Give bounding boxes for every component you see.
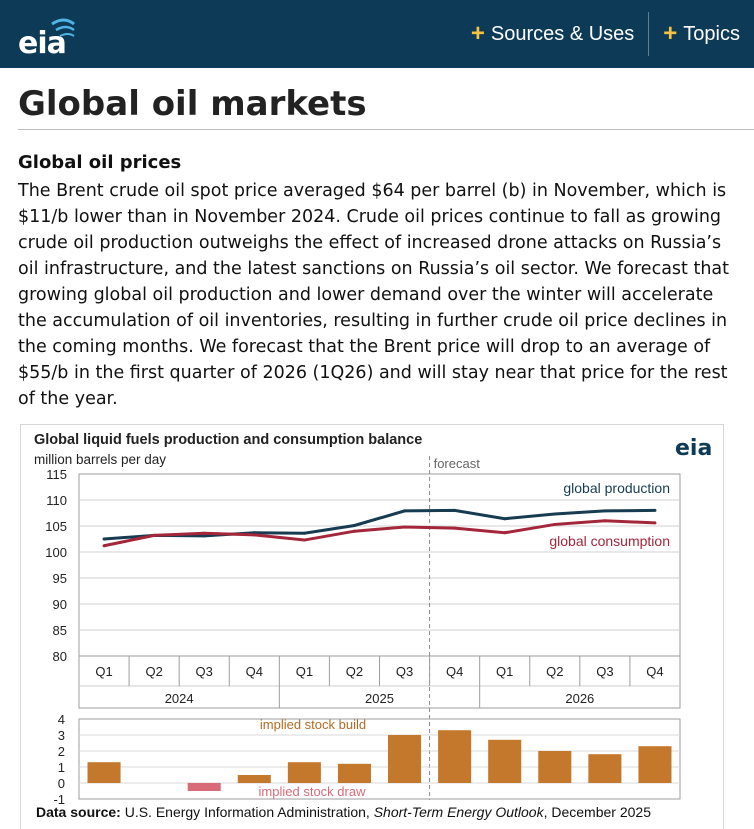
chart-title: Global liquid fuels production and consu… xyxy=(34,432,423,448)
bar-y-tick-label: 0 xyxy=(58,776,65,791)
consumption-point xyxy=(453,526,457,530)
production-point xyxy=(403,509,407,513)
y-tick-label: 80 xyxy=(53,649,67,664)
nav-topics[interactable]: + Topics xyxy=(648,12,754,56)
source-date: , December 2025 xyxy=(543,804,651,820)
nav-topics-label: Topics xyxy=(683,22,740,45)
year-label: 2026 xyxy=(565,691,594,706)
stock-build-annotation: implied stock build xyxy=(260,717,366,732)
forecast-label: forecast xyxy=(434,456,481,471)
bar-plot-area xyxy=(78,718,681,800)
year-label: 2025 xyxy=(365,691,394,706)
x-tick-label: Q3 xyxy=(596,664,613,679)
consumption-point xyxy=(202,531,206,535)
production-point xyxy=(302,531,306,535)
consumption-point xyxy=(553,522,557,526)
stock-build-bar xyxy=(488,739,522,783)
production-point xyxy=(453,508,457,512)
stock-draw-bar xyxy=(187,783,221,791)
x-tick-label: Q2 xyxy=(145,664,162,679)
nav-sources-uses[interactable]: + Sources & Uses xyxy=(457,12,648,56)
eia-logo[interactable]: eia xyxy=(16,10,78,61)
y-tick-label: 95 xyxy=(53,571,67,586)
bar-y-tick-label: 2 xyxy=(58,744,65,759)
top-navigation-bar: eia + Sources & Uses + Topics xyxy=(0,0,754,68)
source-publication: Short-Term Energy Outlook xyxy=(373,804,544,820)
page-title: Global oil markets xyxy=(18,84,367,124)
consumption-point xyxy=(152,533,156,537)
production-line xyxy=(103,508,655,541)
production-point xyxy=(352,523,356,527)
plus-icon: + xyxy=(663,20,678,47)
stock-build-bar xyxy=(337,763,371,783)
production-point xyxy=(202,534,206,538)
stock-build-bar xyxy=(638,746,672,783)
stock-draw-annotation: implied stock draw xyxy=(259,784,367,799)
x-tick-label: Q1 xyxy=(296,664,313,679)
data-source-note: Data source: U.S. Energy Information Adm… xyxy=(36,804,651,820)
y-tick-label: 85 xyxy=(53,623,67,638)
consumption-point xyxy=(352,529,356,533)
production-point xyxy=(102,537,106,541)
header-nav: + Sources & Uses + Topics xyxy=(457,12,754,56)
eia-logo-text: eia xyxy=(18,26,67,61)
bar-y-tick-label: 1 xyxy=(58,760,65,775)
y-tick-label: 110 xyxy=(46,493,67,508)
x-tick-label: Q1 xyxy=(496,664,513,679)
x-tick-label: Q4 xyxy=(646,664,663,679)
stock-build-bar xyxy=(438,730,472,783)
section-title: Global oil prices xyxy=(18,152,182,173)
chart-y-units: million barrels per day xyxy=(34,452,167,467)
bar-y-tick-label: -1 xyxy=(53,792,65,807)
consumption-point xyxy=(653,521,657,525)
bar-y-tick-label: 4 xyxy=(58,712,65,727)
x-tick-label: Q3 xyxy=(396,664,413,679)
bar-y-tick-label: 3 xyxy=(58,728,65,743)
stock-build-bar xyxy=(588,754,622,783)
consumption-point xyxy=(252,533,256,537)
stock-build-bar xyxy=(87,762,121,783)
year-label: 2024 xyxy=(165,691,194,706)
production-point xyxy=(603,509,607,513)
source-label: Data source: xyxy=(36,804,121,820)
stock-build-bar xyxy=(538,751,572,783)
x-tick-label: Q3 xyxy=(196,664,213,679)
x-tick-label: Q2 xyxy=(346,664,363,679)
plus-icon: + xyxy=(470,20,485,47)
y-tick-label: 90 xyxy=(53,597,67,612)
line-plot-area xyxy=(78,473,681,657)
consumption-point xyxy=(302,538,306,542)
y-tick-label: 115 xyxy=(46,467,67,482)
consumption-point xyxy=(603,519,607,523)
production-point xyxy=(553,512,557,516)
consumption-point xyxy=(102,544,106,548)
chart-frame xyxy=(20,424,724,829)
consumption-line xyxy=(103,519,656,548)
x-tick-label: Q2 xyxy=(546,664,563,679)
x-tick-label: Q4 xyxy=(246,664,263,679)
x-tick-label: Q4 xyxy=(446,664,463,679)
consumption-point xyxy=(503,531,507,535)
nav-sources-uses-label: Sources & Uses xyxy=(490,22,635,45)
production-point xyxy=(653,508,657,512)
x-tick-label: Q1 xyxy=(95,664,112,679)
consumption-point xyxy=(403,525,407,529)
title-divider xyxy=(18,129,754,130)
eia-logo-swoosh-icon xyxy=(51,18,75,37)
stock-build-bar xyxy=(287,762,321,783)
y-tick-label: 105 xyxy=(45,519,67,534)
source-text: U.S. Energy Information Administration, xyxy=(120,804,374,820)
y-tick-label: 100 xyxy=(45,545,67,560)
stock-build-bar xyxy=(388,735,422,783)
production-series-label: global production xyxy=(563,480,670,496)
body-paragraph: The Brent crude oil spot price averaged … xyxy=(18,181,729,409)
consumption-series-label: global consumption xyxy=(549,533,670,549)
stock-build-bar xyxy=(237,775,271,783)
chart-eia-logo: eia xyxy=(675,436,713,461)
production-point xyxy=(503,517,507,521)
